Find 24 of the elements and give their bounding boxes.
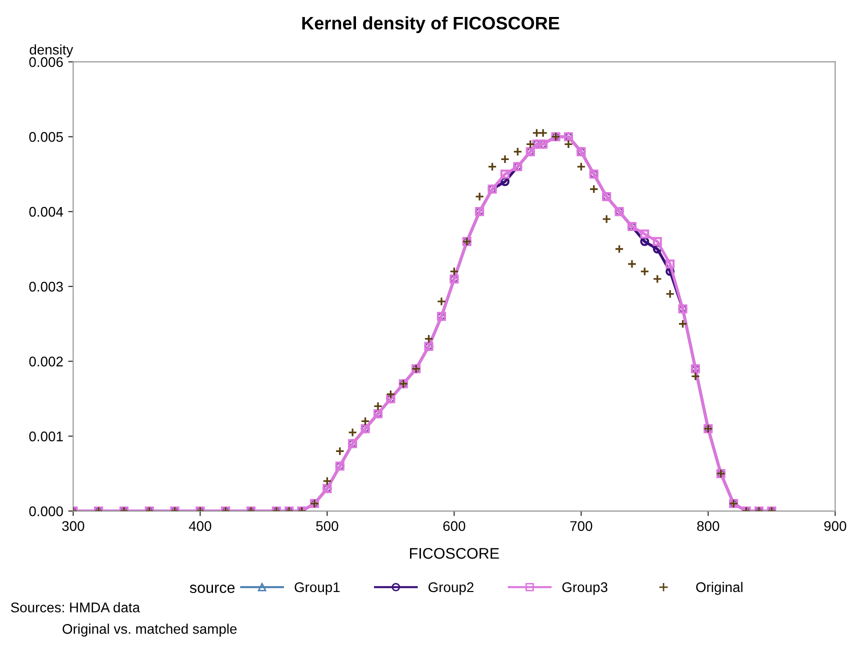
legend-label: Group1 — [294, 582, 340, 595]
x-tick-label: 800 — [697, 521, 720, 531]
chart-title: Kernel density of FICOSCORE — [302, 16, 560, 34]
source-note: Sources: HMDA data — [10, 602, 140, 612]
x-tick-label: 700 — [570, 521, 592, 531]
y-tick-label: 0.000 — [29, 506, 63, 516]
x-axis-title: FICOSCORE — [410, 548, 499, 559]
x-tick-label: 500 — [316, 521, 338, 531]
x-tick-label: 900 — [824, 521, 846, 531]
legend-title: source — [190, 584, 235, 594]
y-tick-label: 0.002 — [29, 356, 63, 366]
legend-label: Group2 — [428, 582, 474, 595]
x-tick-label: 400 — [188, 521, 212, 531]
text: Original vs. matched sample — [62, 624, 237, 637]
x-tick-label: 600 — [443, 521, 466, 531]
y-tick-label: 0.003 — [29, 282, 63, 292]
y-tick-label: 0.006 — [29, 57, 63, 68]
y-tick-label: 0.004 — [29, 206, 64, 217]
y-axis-title: density — [30, 44, 74, 58]
x-tick-label: 300 — [62, 521, 84, 531]
y-tick-label: 0.005 — [29, 132, 63, 142]
legend-label: Group3 — [562, 582, 608, 595]
legend-label: Original — [696, 582, 742, 595]
y-tick-label: 0.001 — [29, 432, 63, 442]
